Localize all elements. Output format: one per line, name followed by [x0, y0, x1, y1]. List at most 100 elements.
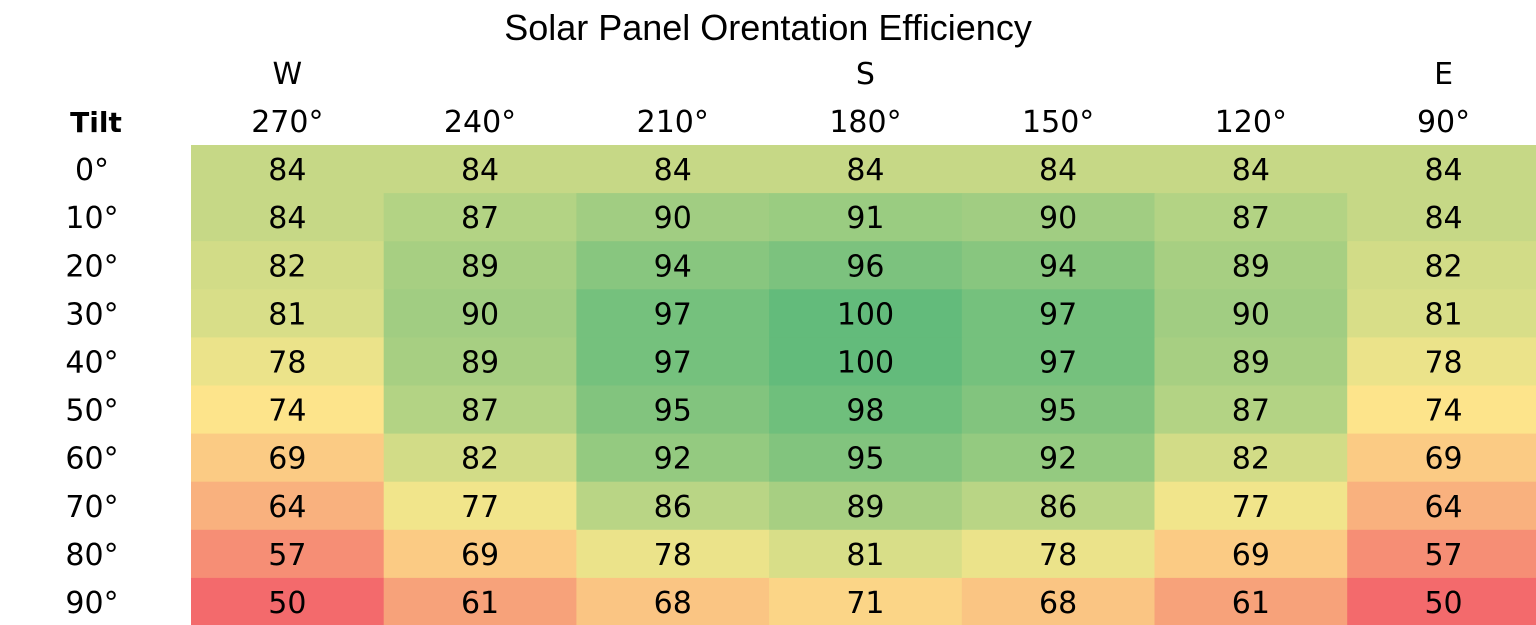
heatmap-cell [769, 433, 963, 483]
cell-value-label: 94 [654, 249, 692, 284]
heatmap-cell [961, 481, 1156, 531]
column-header: 120° [1215, 105, 1287, 140]
cell-value-label: 89 [461, 345, 499, 380]
heatmap-cell [576, 385, 770, 435]
heatmap-cell [961, 433, 1156, 483]
heatmap-cell [191, 529, 385, 579]
cell-value-label: 68 [654, 586, 692, 621]
heatmap-cell [191, 193, 385, 242]
heatmap-cell [576, 241, 770, 290]
heatmap-cell [576, 289, 770, 338]
cell-value-label: 71 [846, 586, 884, 621]
heatmap-cell [961, 385, 1156, 435]
cell-value-label: 57 [268, 538, 306, 573]
heatmap-cell [1154, 433, 1348, 483]
cell-value-label: 74 [268, 394, 306, 429]
cell-value-label: 86 [1039, 490, 1077, 525]
heatmap-cell [191, 577, 385, 625]
heatmap-cell [191, 481, 385, 531]
cell-value-label: 90 [1039, 201, 1077, 236]
heatmap-cell [1347, 577, 1536, 625]
heatmap-cell [1347, 385, 1536, 435]
cell-value-label: 95 [1039, 394, 1077, 429]
row-header: 10° [65, 201, 118, 236]
heatmap-cell [961, 529, 1156, 579]
cell-value-label: 50 [268, 586, 306, 621]
heatmap-cell [576, 193, 770, 242]
cell-value-label: 77 [1232, 490, 1270, 525]
heatmap-cell [769, 241, 963, 290]
row-header: 60° [65, 442, 118, 477]
heatmap-cell [1154, 289, 1348, 338]
compass-direction-label: E [1434, 57, 1453, 92]
heatmap-cell [383, 481, 577, 531]
cell-value-label: 69 [1424, 442, 1462, 477]
heatmap-cell [191, 433, 385, 483]
heatmap-cells: 84 84 84 84 84 84 84 84 87 90 91 90 87 84 82 89 94 96 94 89… [191, 145, 1536, 625]
heatmap-cell [1154, 385, 1348, 435]
cell-value-label: 77 [461, 490, 499, 525]
heatmap-cell [1347, 481, 1536, 531]
heatmap-cell [961, 577, 1156, 625]
heatmap-cell [769, 481, 963, 531]
heatmap-cell [769, 289, 963, 338]
heatmap-cell [383, 337, 577, 387]
cell-value-label: 78 [654, 538, 692, 573]
heatmap-cell [383, 529, 577, 579]
cell-value-label: 90 [461, 297, 499, 332]
cell-value-label: 97 [654, 297, 692, 332]
heatmap-cell [191, 241, 385, 290]
cell-value-label: 78 [1039, 538, 1077, 573]
heatmap-cell [383, 289, 577, 338]
cell-value-label: 61 [461, 586, 499, 621]
cell-value-label: 98 [846, 394, 884, 429]
cell-value-label: 64 [268, 490, 306, 525]
cell-value-label: 50 [1424, 586, 1462, 621]
cell-value-label: 100 [837, 297, 894, 332]
row-header: 0° [75, 153, 109, 188]
compass-direction-label: S [856, 57, 875, 92]
heatmap-cell [1154, 337, 1348, 387]
cell-value-label: 84 [654, 153, 692, 188]
cell-value-label: 78 [268, 345, 306, 380]
column-headers: 270° 240° 210° 180° 150° 120° 90° [251, 105, 1470, 140]
cell-value-label: 84 [1424, 153, 1462, 188]
heatmap-cell [769, 337, 963, 387]
heatmap-cell [383, 577, 577, 625]
row-header: 70° [65, 490, 118, 525]
chart-title: Solar Panel Orentation Efficiency [504, 7, 1032, 48]
column-header: 90° [1417, 105, 1470, 140]
cell-value-label: 84 [268, 153, 306, 188]
column-header: 240° [444, 105, 516, 140]
cell-value-label: 89 [1232, 249, 1270, 284]
heatmap-cell [961, 337, 1156, 387]
heatmap-cell [576, 145, 770, 194]
cell-value-label: 68 [1039, 586, 1077, 621]
cell-value-label: 81 [1424, 297, 1462, 332]
heatmap-cell [383, 433, 577, 483]
heatmap-cell [961, 193, 1156, 242]
cell-value-label: 82 [268, 249, 306, 284]
cell-value-label: 84 [1232, 153, 1270, 188]
cell-value-label: 92 [1039, 442, 1077, 477]
cell-value-label: 74 [1424, 394, 1462, 429]
cell-value-label: 84 [1039, 153, 1077, 188]
row-header: 30° [65, 297, 118, 332]
heatmap-cell [961, 145, 1156, 194]
heatmap-cell [769, 577, 963, 625]
heatmap-cell [191, 289, 385, 338]
heatmap-cell [1347, 289, 1536, 338]
row-header: 20° [65, 249, 118, 284]
heatmap-cell [769, 145, 963, 194]
cell-value-label: 86 [654, 490, 692, 525]
cell-value-label: 97 [1039, 297, 1077, 332]
heatmap-cell [1154, 241, 1348, 290]
cell-value-label: 69 [461, 538, 499, 573]
heatmap-cell [576, 337, 770, 387]
heatmap-cell [383, 241, 577, 290]
cell-value-label: 87 [461, 394, 499, 429]
tilt-axis-label: Tilt [70, 106, 122, 139]
cell-value-label: 92 [654, 442, 692, 477]
heatmap-cell [1347, 337, 1536, 387]
